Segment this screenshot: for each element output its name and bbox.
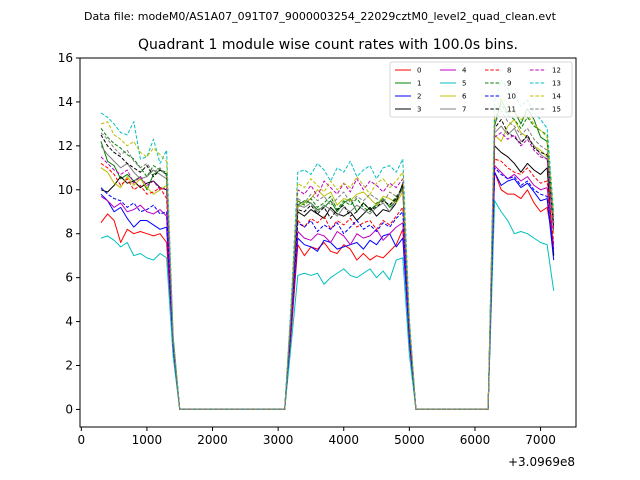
series-line-5 (100, 200, 555, 410)
y-tick-label: 8 (65, 227, 73, 241)
x-tick-label: 6000 (460, 433, 491, 447)
legend-label-10: 10 (507, 93, 516, 101)
series-line-4 (100, 165, 555, 410)
series-line-6 (100, 119, 555, 410)
x-tick-label: 7000 (525, 433, 556, 447)
series-line-10 (100, 167, 555, 410)
series-line-8 (100, 158, 555, 410)
y-tick-label: 4 (65, 315, 73, 329)
x-tick-label: 3000 (263, 433, 294, 447)
legend-label-8: 8 (507, 67, 511, 75)
legend-label-13: 13 (552, 80, 561, 88)
legend-label-15: 15 (552, 106, 561, 114)
legend-label-6: 6 (462, 93, 467, 101)
legend-label-0: 0 (417, 67, 421, 75)
y-tick-label: 16 (58, 51, 73, 65)
series-line-2 (100, 171, 555, 410)
x-tick-label: 2000 (197, 433, 228, 447)
series-line-11 (100, 119, 555, 410)
x-tick-label: 1000 (132, 433, 163, 447)
legend-label-14: 14 (552, 93, 561, 101)
chart-title: Quadrant 1 module wise count rates with … (138, 37, 518, 53)
legend-label-3: 3 (417, 106, 421, 114)
legend-label-2: 2 (417, 93, 421, 101)
y-tick-label: 10 (58, 183, 73, 197)
axes-frame (79, 57, 577, 428)
legend-label-1: 1 (417, 80, 421, 88)
figure-suptitle: Data file: modeM0/AS1A07_091T07_90000032… (84, 10, 557, 23)
legend-label-12: 12 (552, 67, 561, 75)
y-tick-label: 6 (65, 271, 73, 285)
legend-frame (389, 61, 573, 118)
y-tick-label: 0 (65, 402, 73, 416)
y-tick-label: 12 (58, 139, 73, 153)
series-line-7 (100, 125, 555, 410)
y-tick-label: 2 (65, 359, 73, 373)
y-tick-label: 14 (58, 95, 73, 109)
x-tick-label: 0 (77, 433, 85, 447)
legend-label-7: 7 (462, 106, 466, 114)
legend-label-11: 11 (507, 106, 516, 114)
legend-label-5: 5 (462, 80, 466, 88)
legend-label-9: 9 (507, 80, 511, 88)
legend-label-4: 4 (462, 67, 467, 75)
x-tick-label: 4000 (328, 433, 359, 447)
plot-area: 0 1000 2000 3000 4000 5000 6000 700002468101214… (58, 51, 577, 447)
x-offset-label: +3.0969e8 (508, 455, 575, 469)
series-line-0 (100, 171, 555, 410)
x-tick-label: 5000 (394, 433, 425, 447)
